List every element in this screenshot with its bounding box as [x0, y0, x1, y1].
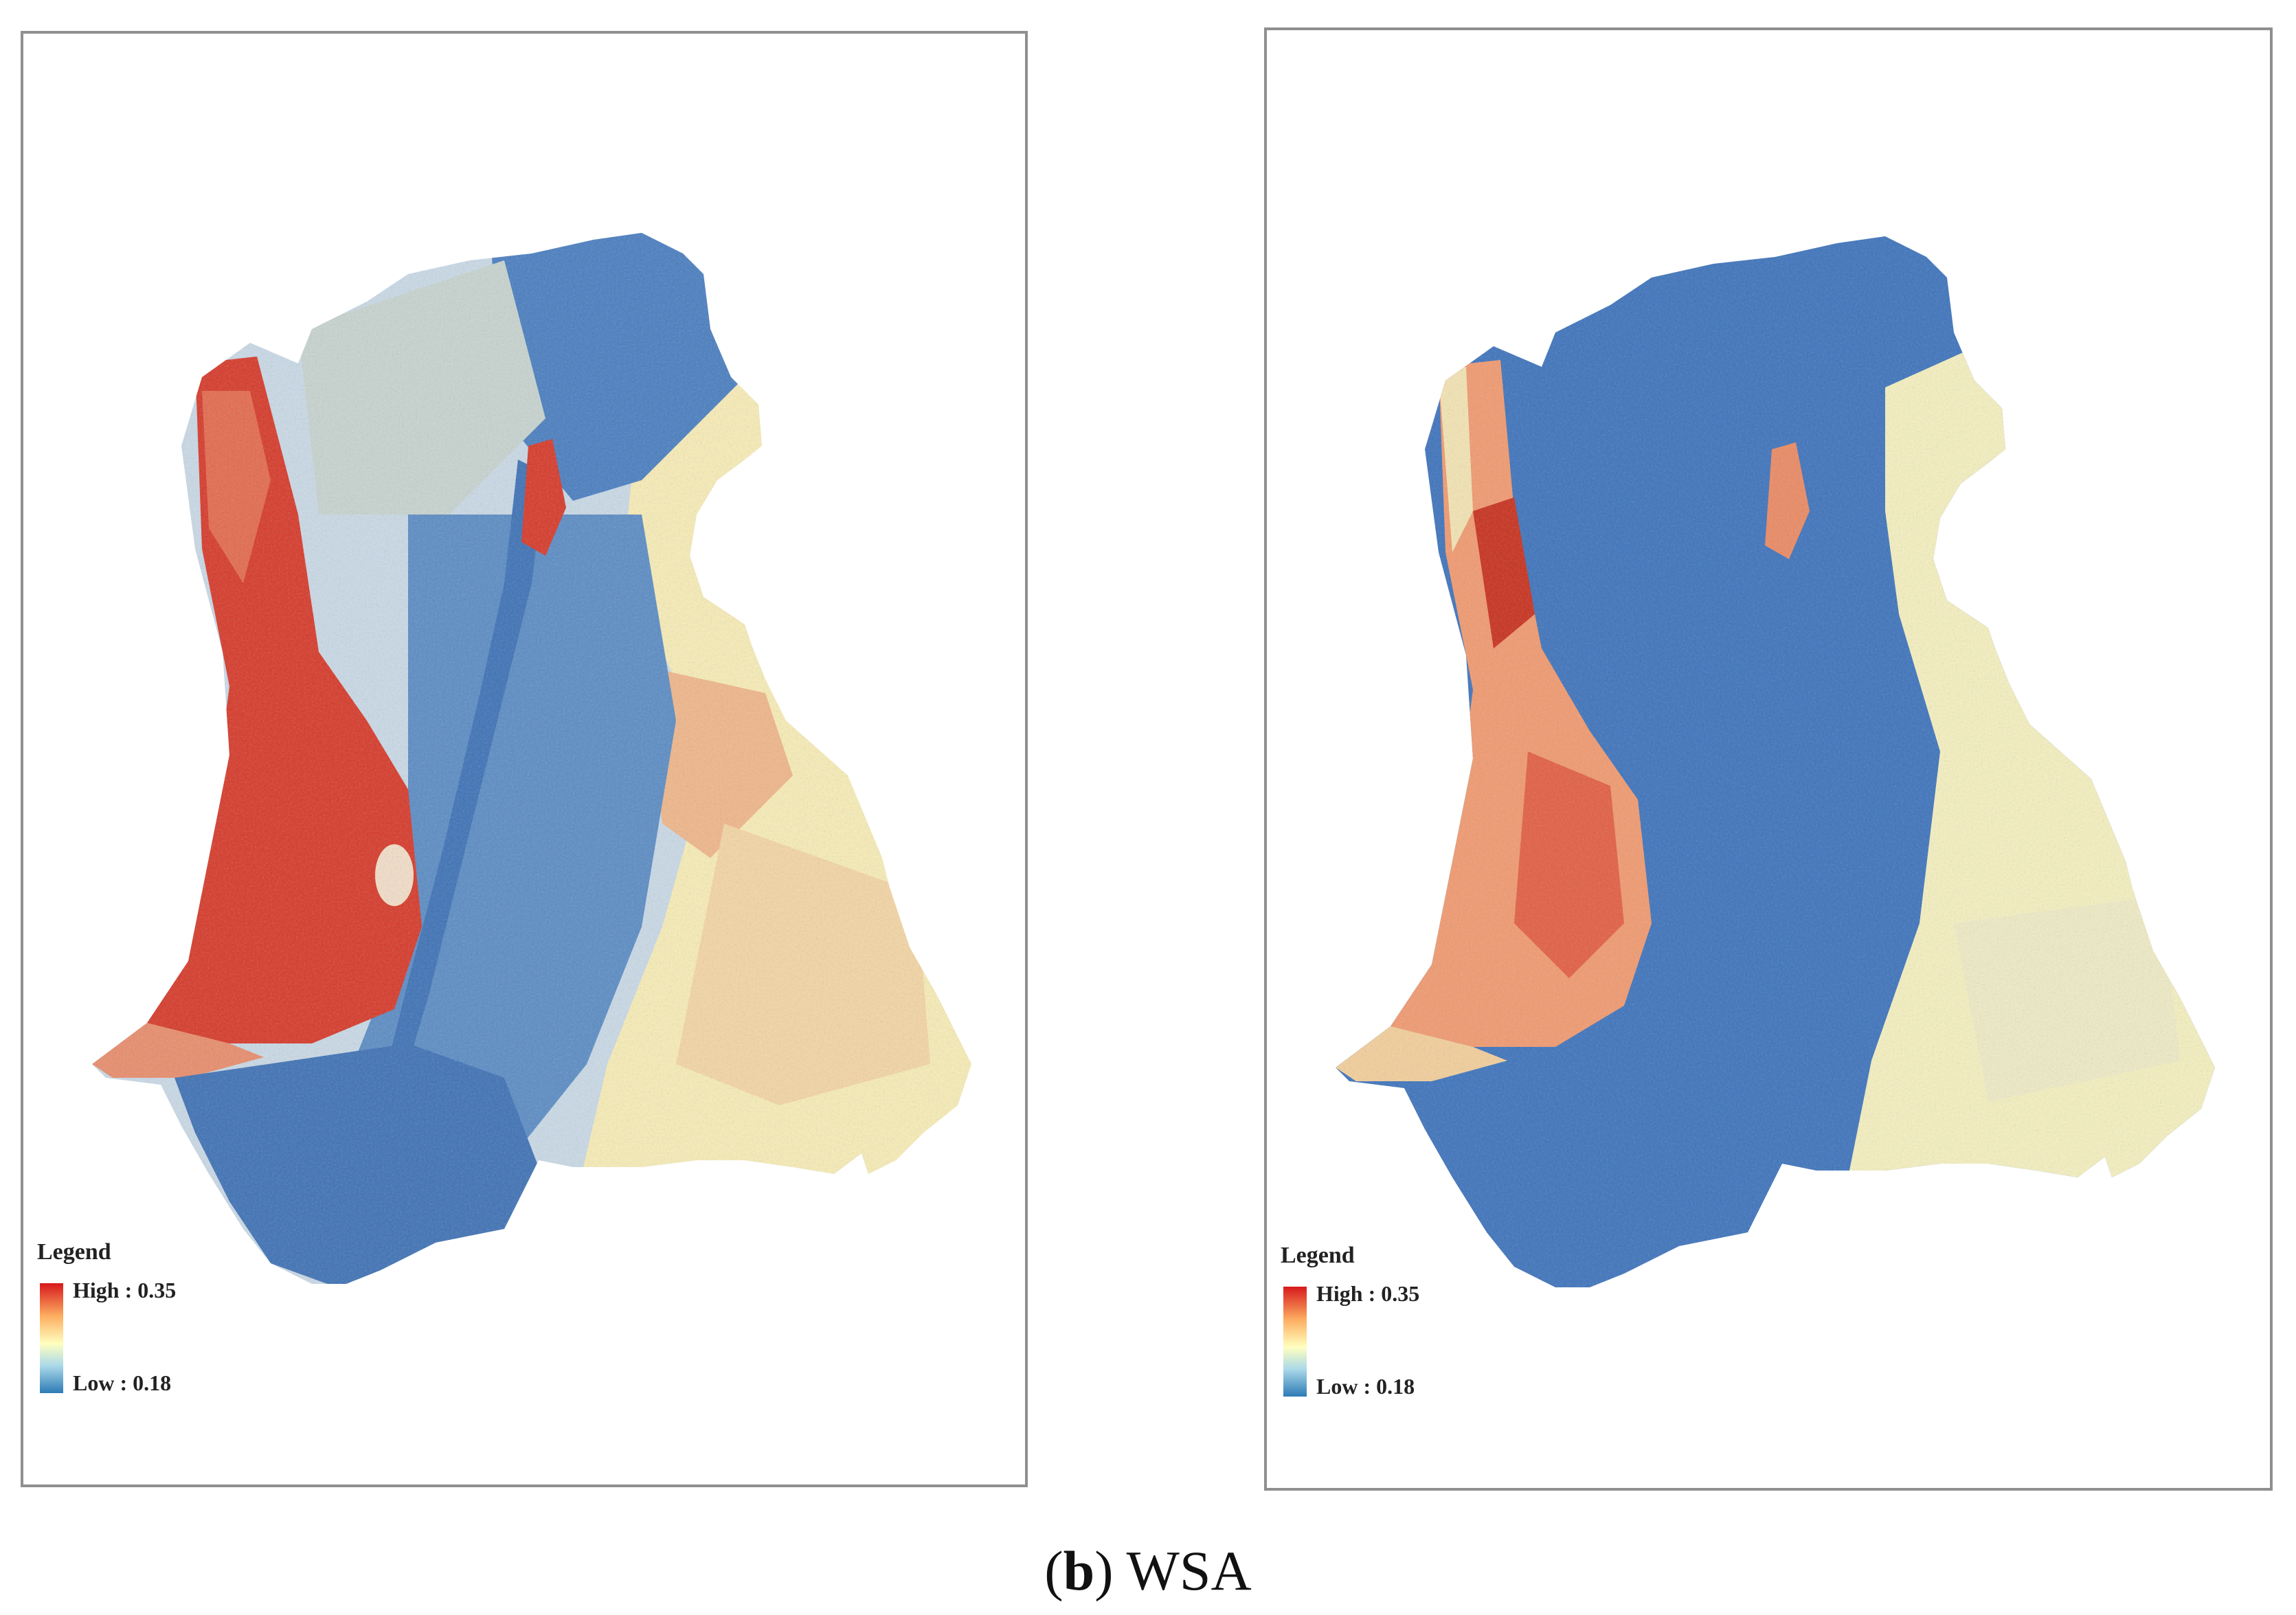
legend-low-label: Low : 0.18	[73, 1370, 172, 1395]
figure-caption: (b) WSA	[0, 1539, 2296, 1603]
caption-text: WSA	[1126, 1539, 1252, 1602]
legend-body: High : 0.35 Low : 0.18	[37, 1278, 176, 1395]
legend-title: Legend	[1281, 1243, 1355, 1268]
legend-low-label: Low : 0.18	[1316, 1374, 1415, 1399]
caption-panel-letter: b	[1063, 1539, 1095, 1602]
sindh-wsa-map-left	[92, 233, 971, 1284]
legend-title: Legend	[37, 1239, 111, 1265]
legend-high-label: High : 0.35	[1316, 1281, 1420, 1306]
legend-color-ramp	[1283, 1287, 1307, 1397]
sindh-wsa-map-right	[1336, 236, 2215, 1287]
map-legend-right: Legend High : 0.35 Low : 0.18	[1281, 1243, 1419, 1399]
legend-high-label: High : 0.35	[73, 1278, 177, 1302]
map-legend-left: Legend High : 0.35 Low : 0.18	[37, 1239, 176, 1395]
legend-color-ramp	[40, 1283, 63, 1393]
legend-body: High : 0.35 Low : 0.18	[1281, 1281, 1419, 1399]
wsa-raster-left	[92, 233, 971, 1284]
map-panel-left: Legend High : 0.35 Low : 0.18	[21, 31, 1028, 1487]
map-panel-right: Legend High : 0.35 Low : 0.18	[1264, 27, 2273, 1491]
caption-open-paren: (	[1044, 1539, 1063, 1602]
caption-close-paren: )	[1094, 1539, 1127, 1602]
wsa-raster-right	[1336, 236, 2215, 1287]
